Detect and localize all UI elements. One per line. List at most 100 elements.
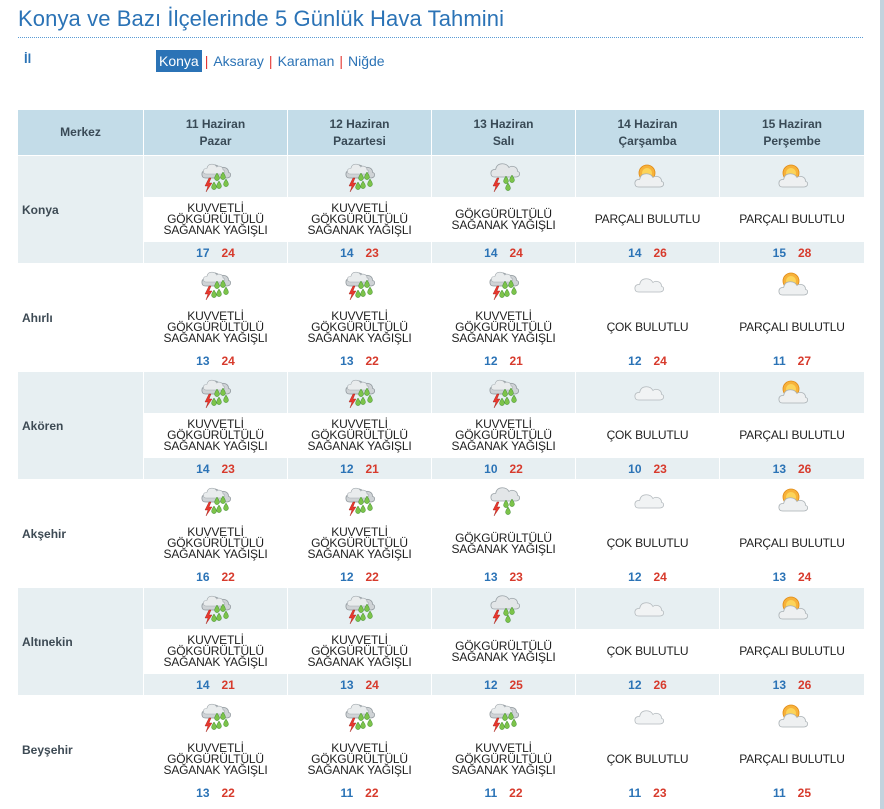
min-temp: 13 <box>196 785 210 800</box>
temperature-row: 16 22 12 22 13 23 12 24 13 24 <box>18 566 864 588</box>
max-temp: 21 <box>509 353 523 368</box>
max-temp: 23 <box>653 785 667 800</box>
condition-cell: KUVVETLİ GÖKGÜRÜLTÜLÜ SAĞANAK YAĞIŞLI <box>432 413 576 458</box>
condition-text: KUVVETLİ GÖKGÜRÜLTÜLÜ SAĞANAK YAĞIŞLI <box>307 417 412 453</box>
condition-text: KUVVETLİ GÖKGÜRÜLTÜLÜ SAĞANAK YAĞIŞLI <box>163 633 268 669</box>
province-separator: | <box>204 53 209 69</box>
condition-cell: KUVVETLİ GÖKGÜRÜLTÜLÜ SAĞANAK YAĞIŞLI <box>144 413 288 458</box>
max-temp: 24 <box>365 677 379 692</box>
heavy-thunder-shower-icon <box>343 703 377 732</box>
cloudy-icon <box>631 492 665 509</box>
province-link-3[interactable]: Niğde <box>348 53 385 69</box>
condition-row: KUVVETLİ GÖKGÜRÜLTÜLÜ SAĞANAK YAĞIŞLI KUV… <box>18 629 864 674</box>
temperature-cell: 12 26 <box>576 674 720 696</box>
min-temp: 12 <box>340 461 354 476</box>
province-link-2[interactable]: Karaman <box>277 53 335 69</box>
condition-cell: KUVVETLİ GÖKGÜRÜLTÜLÜ SAĞANAK YAĞIŞLI <box>144 629 288 674</box>
thunder-shower-icon <box>487 162 521 192</box>
condition-cell: KUVVETLİ GÖKGÜRÜLTÜLÜ SAĞANAK YAĞIŞLI <box>288 737 432 782</box>
max-temp: 24 <box>221 353 235 368</box>
heavy-thunder-shower-icon <box>199 487 233 516</box>
weather-icon-cell <box>432 264 576 305</box>
district-group: Akşehir KUVVETLİ GÖKGÜRÜLTÜLÜ SAĞANAK YA… <box>18 480 864 588</box>
day-date: 14 Haziran <box>617 116 678 131</box>
header-row: Merkez 11 Haziran Pazar 12 Haziran Pazartes… <box>18 110 864 156</box>
condition-cell: KUVVETLİ GÖKGÜRÜLTÜLÜ SAĞANAK YAĞIŞLI <box>288 413 432 458</box>
condition-cell: KUVVETLİ GÖKGÜRÜLTÜLÜ SAĞANAK YAĞIŞLI <box>288 629 432 674</box>
weather-icon-cell <box>576 480 720 521</box>
condition-cell: KUVVETLİ GÖKGÜRÜLTÜLÜ SAĞANAK YAĞIŞLI <box>288 305 432 350</box>
weather-icon-cell <box>288 372 432 413</box>
weather-icon-cell <box>432 696 576 737</box>
condition-row: KUVVETLİ GÖKGÜRÜLTÜLÜ SAĞANAK YAĞIŞLI KUV… <box>18 197 864 242</box>
condition-text: KUVVETLİ GÖKGÜRÜLTÜLÜ SAĞANAK YAĞIŞLI <box>307 525 412 561</box>
min-temp: 12 <box>628 677 642 692</box>
condition-text: KUVVETLİ GÖKGÜRÜLTÜLÜ SAĞANAK YAĞIŞLI <box>163 525 268 561</box>
temperature-cell: 12 21 <box>288 458 432 480</box>
min-temp: 10 <box>484 461 498 476</box>
max-temp: 26 <box>653 677 667 692</box>
condition-text: PARÇALI BULUTLU <box>739 320 845 334</box>
condition-cell: PARÇALI BULUTLU <box>720 305 864 350</box>
min-temp: 11 <box>484 785 498 800</box>
district-name: Konya <box>18 156 144 264</box>
scrollbar-track[interactable] <box>880 0 884 809</box>
cloudy-icon <box>631 276 665 293</box>
min-temp: 11 <box>772 785 786 800</box>
district-group: Akören KUVVETLİ GÖKGÜRÜLTÜLÜ SAĞANAK YAĞ… <box>18 372 864 480</box>
min-temp: 12 <box>628 569 642 584</box>
condition-cell: KUVVETLİ GÖKGÜRÜLTÜLÜ SAĞANAK YAĞIŞLI <box>144 305 288 350</box>
heavy-thunder-shower-icon <box>343 487 377 516</box>
condition-cell: GÖKGÜRÜLTÜLÜ SAĞANAK YAĞIŞLI <box>432 629 576 674</box>
day-weekday: Perşembe <box>763 133 821 148</box>
condition-cell: ÇOK BULUTLU <box>576 305 720 350</box>
partly-cloudy-icon <box>775 596 809 619</box>
condition-cell: ÇOK BULUTLU <box>576 737 720 782</box>
max-temp: 28 <box>798 245 812 260</box>
cloudy-icon <box>631 708 665 725</box>
temperature-cell: 11 22 <box>432 782 576 804</box>
condition-cell: ÇOK BULUTLU <box>576 629 720 674</box>
condition-text: KUVVETLİ GÖKGÜRÜLTÜLÜ SAĞANAK YAĞIŞLI <box>307 309 412 345</box>
temperature-cell: 12 24 <box>576 350 720 372</box>
condition-cell: PARÇALI BULUTLU <box>720 737 864 782</box>
condition-cell: GÖKGÜRÜLTÜLÜ SAĞANAK YAĞIŞLI <box>432 197 576 242</box>
condition-row: KUVVETLİ GÖKGÜRÜLTÜLÜ SAĞANAK YAĞIŞLI KUV… <box>18 737 864 782</box>
icon-row: Beyşehir <box>18 696 864 804</box>
heavy-thunder-shower-icon <box>343 163 377 192</box>
max-temp: 21 <box>221 677 235 692</box>
condition-row: KUVVETLİ GÖKGÜRÜLTÜLÜ SAĞANAK YAĞIŞLI KUV… <box>18 305 864 350</box>
condition-text: ÇOK BULUTLU <box>606 428 689 442</box>
condition-cell: PARÇALI BULUTLU <box>576 197 720 242</box>
temperature-cell: 11 27 <box>720 350 864 372</box>
temperature-cell: 13 22 <box>144 782 288 804</box>
condition-cell: PARÇALI BULUTLU <box>720 413 864 458</box>
min-temp: 12 <box>628 353 642 368</box>
temperature-cell: 17 24 <box>144 242 288 264</box>
condition-cell: KUVVETLİ GÖKGÜRÜLTÜLÜ SAĞANAK YAĞIŞLI <box>144 521 288 566</box>
weather-icon-cell <box>432 156 576 197</box>
temperature-cell: 14 26 <box>576 242 720 264</box>
weather-icon-cell <box>576 372 720 413</box>
partly-cloudy-icon <box>775 488 809 511</box>
day-weekday: Pazartesi <box>333 133 386 148</box>
temperature-cell: 14 23 <box>288 242 432 264</box>
weather-icon-cell <box>720 696 864 737</box>
weather-icon-cell <box>288 696 432 737</box>
max-temp: 23 <box>653 461 667 476</box>
day-header: 15 Haziran Perşembe <box>720 110 864 156</box>
icon-row: Akşehir <box>18 480 864 588</box>
partly-cloudy-icon <box>631 164 665 187</box>
temperature-cell: 10 22 <box>432 458 576 480</box>
condition-cell: KUVVETLİ GÖKGÜRÜLTÜLÜ SAĞANAK YAĞIŞLI <box>144 197 288 242</box>
condition-text: KUVVETLİ GÖKGÜRÜLTÜLÜ SAĞANAK YAĞIŞLI <box>307 741 412 777</box>
scrollbar-thumb[interactable] <box>880 0 884 809</box>
province-link-0[interactable]: Konya <box>156 50 202 72</box>
temperature-cell: 15 28 <box>720 242 864 264</box>
min-temp: 12 <box>340 569 354 584</box>
condition-cell: PARÇALI BULUTLU <box>720 197 864 242</box>
min-temp: 13 <box>772 569 786 584</box>
max-temp: 22 <box>365 353 379 368</box>
province-link-1[interactable]: Aksaray <box>213 53 264 69</box>
partly-cloudy-icon <box>775 272 809 295</box>
